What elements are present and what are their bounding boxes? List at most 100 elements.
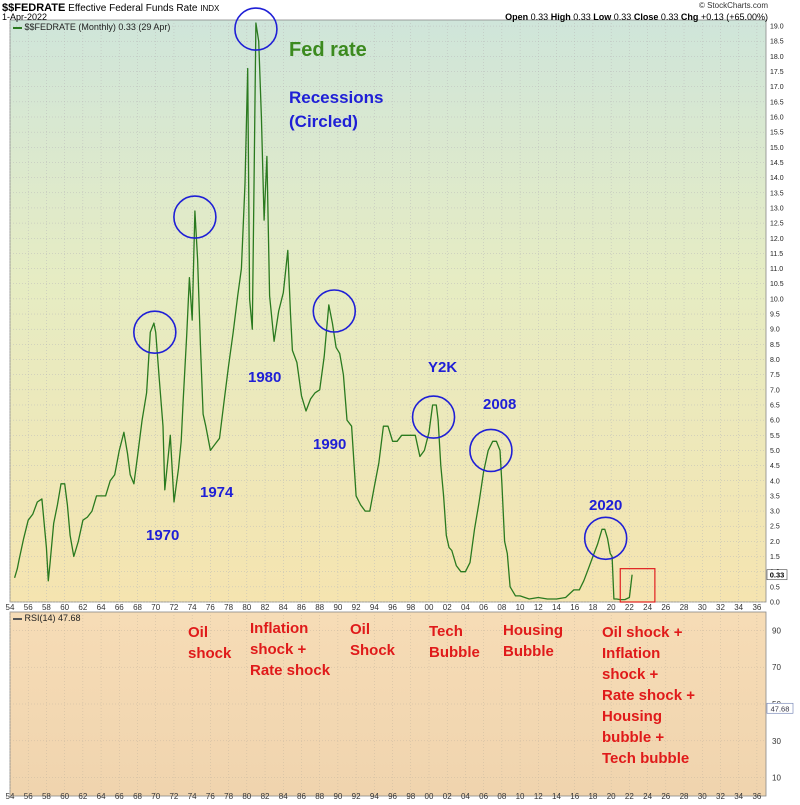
rsi-x-tick-label: 16 — [570, 792, 579, 800]
rsi-x-tick-label: 22 — [625, 792, 634, 800]
y-tick-label: 15.5 — [770, 130, 784, 137]
x-tick-label: 30 — [698, 603, 707, 612]
rsi-x-tick-label: 68 — [133, 792, 142, 800]
low-label: Low — [593, 12, 612, 22]
y-tick-label: 17.0 — [770, 84, 784, 91]
chart-header-title: $$FEDRATE Effective Federal Funds Rate I… — [2, 2, 219, 14]
x-tick-label: 24 — [643, 603, 652, 612]
x-tick-label: 56 — [24, 603, 33, 612]
x-tick-label: 90 — [333, 603, 342, 612]
x-tick-label: 36 — [752, 603, 761, 612]
shock-label: shock + — [602, 666, 659, 683]
rsi-x-tick-label: 20 — [607, 792, 616, 800]
year-label: 1970 — [146, 527, 179, 544]
rsi-x-tick-label: 08 — [497, 792, 506, 800]
x-tick-label: 72 — [169, 603, 178, 612]
x-tick-label: 88 — [315, 603, 324, 612]
y-tick-label: 8.0 — [770, 357, 780, 364]
x-tick-label: 08 — [497, 603, 506, 612]
y-tick-label: 5.0 — [770, 448, 780, 455]
rsi-x-tick-label: 96 — [388, 792, 397, 800]
rsi-x-tick-label: 56 — [24, 792, 33, 800]
y-tick-label: 1.5 — [770, 554, 780, 561]
x-tick-label: 86 — [297, 603, 306, 612]
x-tick-label: 92 — [352, 603, 361, 612]
y-tick-label: 3.0 — [770, 509, 780, 516]
rsi-x-tick-label: 70 — [151, 792, 160, 800]
rsi-x-tick-label: 00 — [425, 792, 434, 800]
y-tick-label: 6.5 — [770, 402, 780, 409]
open-value: 0.33 — [530, 12, 549, 22]
y-tick-label: 4.0 — [770, 478, 780, 485]
exchange-text: INDX — [200, 4, 220, 13]
close-value: 0.33 — [660, 12, 679, 22]
legend-swatch — [13, 26, 22, 29]
grid-lines — [9, 20, 766, 796]
x-tick-label: 68 — [133, 603, 142, 612]
x-tick-label: 76 — [206, 603, 215, 612]
shock-label: Inflation — [250, 620, 308, 637]
x-tick-label: 20 — [607, 603, 616, 612]
x-tick-label: 94 — [370, 603, 379, 612]
y-tick-label: 7.0 — [770, 387, 780, 394]
shock-label: Inflation — [602, 645, 660, 662]
annotation-layer: Fed rate Recessions (Circled) 1970 1974 1980 1… — [133, 7, 695, 767]
year-label: 1974 — [200, 484, 234, 501]
low-value: 0.33 — [613, 12, 632, 22]
rsi-x-tick-label: 58 — [42, 792, 51, 800]
x-tick-label: 16 — [570, 603, 579, 612]
rsi-x-tick-label: 90 — [333, 792, 342, 800]
recession-circle — [173, 195, 217, 239]
year-label: Y2K — [428, 359, 457, 376]
rsi-x-tick-label: 04 — [461, 792, 470, 800]
year-label: 1990 — [313, 436, 346, 453]
y-tick-label: 15.0 — [770, 145, 784, 152]
shock-label: Rate shock — [250, 662, 331, 679]
x-tick-label: 06 — [479, 603, 488, 612]
recession-circle — [411, 395, 456, 439]
recession-circle — [469, 428, 513, 473]
y-tick-label: 14.0 — [770, 175, 784, 182]
x-tick-label: 60 — [60, 603, 69, 612]
x-tick-label: 96 — [388, 603, 397, 612]
rsi-tick-label: 90 — [772, 626, 781, 635]
shock-label: bubble + — [602, 729, 664, 746]
price-legend-text: $$FEDRATE (Monthly) 0.33 (29 Apr) — [24, 22, 171, 32]
rsi-x-tick-label: 54 — [6, 792, 15, 800]
shock-label: Housing — [602, 708, 662, 725]
y-tick-label: 11.0 — [770, 266, 783, 273]
x-tick-label: 26 — [661, 603, 670, 612]
recession-circle — [133, 310, 177, 355]
shock-label: Tech — [429, 623, 463, 640]
y-tick-label: 17.5 — [770, 69, 784, 76]
rsi-x-tick-label: 24 — [643, 792, 652, 800]
x-tick-label: 34 — [734, 603, 743, 612]
year-label: 1980 — [248, 369, 281, 386]
y-tick-label: 18.0 — [770, 54, 784, 61]
x-tick-label: 58 — [42, 603, 51, 612]
shock-label: Bubble — [503, 643, 554, 660]
recession-circle — [234, 7, 278, 51]
rsi-x-tick-label: 60 — [60, 792, 69, 800]
y-tick-label: 19.0 — [770, 24, 784, 31]
x-tick-label: 10 — [516, 603, 525, 612]
x-tick-label: 64 — [97, 603, 106, 612]
x-tick-label: 66 — [115, 603, 124, 612]
x-tick-label: 98 — [406, 603, 415, 612]
y-tick-label: 11.5 — [770, 251, 783, 258]
year-label: 2008 — [483, 396, 516, 413]
rsi-x-tick-label: 10 — [516, 792, 525, 800]
rsi-x-tick-label: 94 — [370, 792, 379, 800]
copyright-text: © StockCharts.com — [699, 1, 768, 10]
rsi-tick-label: 70 — [772, 663, 781, 672]
recession-circle — [583, 516, 628, 561]
x-tick-label: 32 — [716, 603, 725, 612]
y-tick-label: 12.0 — [770, 236, 784, 243]
price-legend: $$FEDRATE (Monthly) 0.33 (29 Apr) — [13, 22, 170, 32]
copyright-label: © StockCharts.com — [698, 1, 768, 10]
x-tick-label: 82 — [261, 603, 270, 612]
x-tick-label: 78 — [224, 603, 233, 612]
rsi-x-tick-label: 32 — [716, 792, 725, 800]
